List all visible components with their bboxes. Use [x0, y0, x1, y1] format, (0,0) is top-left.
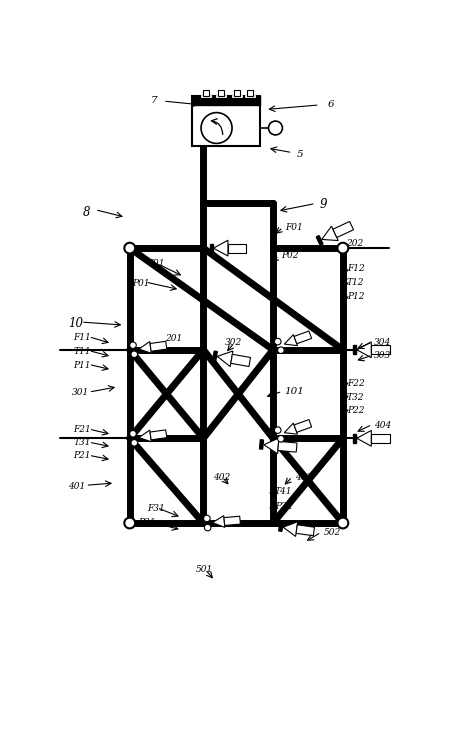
Text: 302: 302 [225, 338, 242, 347]
Polygon shape [284, 423, 297, 434]
Text: F21: F21 [73, 425, 91, 434]
Text: F11: F11 [73, 333, 91, 342]
Text: T32: T32 [347, 393, 364, 402]
Text: T41: T41 [275, 487, 292, 496]
Polygon shape [231, 354, 251, 366]
Polygon shape [333, 221, 353, 237]
Text: 201: 201 [165, 334, 182, 343]
Polygon shape [260, 440, 264, 449]
Text: P01: P01 [132, 279, 150, 288]
Polygon shape [283, 522, 298, 537]
Polygon shape [210, 243, 213, 253]
Text: F22: F22 [347, 379, 365, 388]
Polygon shape [224, 516, 240, 526]
Text: P31: P31 [138, 517, 156, 526]
Text: P21: P21 [73, 452, 91, 460]
Text: 6: 6 [327, 100, 334, 108]
Polygon shape [371, 434, 390, 443]
Polygon shape [150, 430, 167, 440]
Bar [233, 90, 240, 96]
Bar [202, 90, 209, 96]
Polygon shape [264, 438, 279, 454]
Text: P32: P32 [275, 502, 292, 511]
Circle shape [338, 517, 348, 528]
Text: 5: 5 [296, 150, 303, 158]
Text: 301: 301 [72, 388, 89, 397]
Polygon shape [279, 523, 283, 531]
Circle shape [124, 243, 135, 254]
Text: 10: 10 [68, 317, 83, 331]
Polygon shape [353, 345, 356, 354]
Text: T01: T01 [148, 259, 165, 268]
Circle shape [201, 113, 232, 144]
Bar [192, 96, 260, 105]
Text: T11: T11 [73, 347, 91, 356]
Circle shape [269, 121, 282, 135]
Text: 404: 404 [374, 421, 391, 430]
Polygon shape [296, 525, 314, 536]
Polygon shape [139, 430, 151, 442]
Text: F01: F01 [285, 223, 303, 232]
Text: 401: 401 [68, 482, 85, 491]
Circle shape [277, 347, 284, 353]
Circle shape [130, 430, 136, 437]
Polygon shape [213, 351, 217, 361]
Circle shape [124, 517, 135, 528]
Circle shape [131, 440, 137, 446]
Polygon shape [228, 243, 247, 253]
Text: 7: 7 [150, 96, 157, 105]
Circle shape [131, 351, 137, 358]
Polygon shape [213, 240, 228, 256]
Circle shape [277, 435, 284, 442]
Polygon shape [294, 419, 312, 432]
Text: 402: 402 [213, 473, 230, 482]
Text: F31: F31 [148, 504, 165, 513]
Circle shape [130, 342, 136, 348]
Text: 8: 8 [83, 206, 91, 218]
Text: T12: T12 [347, 278, 364, 287]
Circle shape [204, 524, 211, 531]
Circle shape [203, 515, 210, 522]
Polygon shape [212, 515, 225, 528]
Circle shape [274, 427, 281, 433]
Polygon shape [353, 434, 356, 443]
Text: 9: 9 [320, 198, 327, 211]
Polygon shape [316, 235, 323, 246]
Text: T31: T31 [73, 438, 91, 447]
Bar [192, 96, 260, 146]
Text: 403: 403 [295, 473, 312, 482]
Circle shape [338, 243, 348, 254]
Polygon shape [278, 441, 297, 452]
Polygon shape [284, 334, 297, 346]
Text: P11: P11 [73, 361, 91, 369]
Text: P22: P22 [347, 406, 364, 415]
Text: 304: 304 [374, 338, 391, 347]
Circle shape [274, 339, 281, 345]
Text: 502: 502 [323, 528, 341, 537]
Polygon shape [357, 342, 371, 358]
Polygon shape [357, 430, 371, 446]
Text: P12: P12 [347, 292, 364, 301]
Bar [218, 90, 224, 96]
Text: 202: 202 [346, 239, 363, 248]
Text: 303: 303 [374, 351, 391, 361]
Text: 501: 501 [196, 565, 213, 575]
Polygon shape [322, 226, 338, 240]
Text: 101: 101 [285, 387, 304, 396]
Text: F12: F12 [347, 264, 365, 273]
Polygon shape [150, 342, 167, 351]
Polygon shape [371, 345, 390, 354]
Text: P02: P02 [281, 251, 299, 260]
Polygon shape [139, 342, 151, 353]
Polygon shape [294, 331, 312, 344]
Polygon shape [217, 351, 233, 366]
Bar [247, 90, 253, 96]
